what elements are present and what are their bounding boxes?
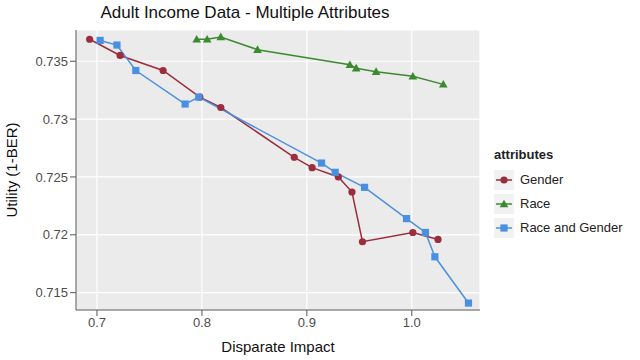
svg-text:0.9: 0.9: [298, 315, 316, 330]
html-text:Gender: Gender: [520, 172, 564, 187]
html-text:Race and Gender: Race and Gender: [520, 220, 623, 235]
svg-text:1.0: 1.0: [403, 315, 421, 330]
svg-text:0.8: 0.8: [193, 315, 211, 330]
svg-text:0.735: 0.735: [35, 54, 68, 69]
svg-text:0.715: 0.715: [35, 285, 68, 300]
svg-text:0.72: 0.72: [43, 227, 68, 242]
svg-text:0.725: 0.725: [35, 170, 68, 185]
svg-text:Disparate Impact: Disparate Impact: [221, 338, 335, 355]
svg-text:0.73: 0.73: [43, 112, 68, 127]
svg-text:0.7: 0.7: [88, 315, 106, 330]
html-text:attributes: attributes: [494, 146, 554, 162]
html-text:Race: Race: [520, 196, 551, 211]
svg-text:Utility (1-BER): Utility (1-BER): [8, 122, 20, 217]
html-text:Adult Income Data - Multiple A: Adult Income Data - Multiple Attributes: [100, 3, 390, 22]
